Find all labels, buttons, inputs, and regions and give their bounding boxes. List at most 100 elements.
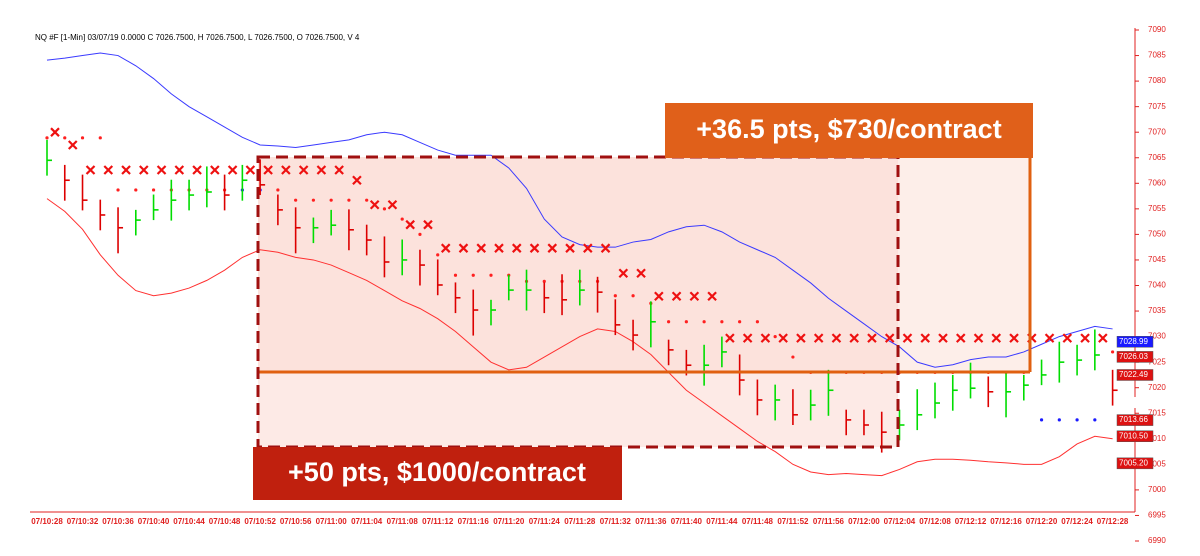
x-marker (369, 199, 380, 210)
x-tick-label: 07/12:04 (884, 517, 916, 526)
x-marker (174, 165, 185, 175)
x-marker (494, 243, 504, 253)
y-tick-label: 7080 (1148, 76, 1166, 85)
x-marker (121, 165, 131, 175)
x-tick-label: 07/11:16 (458, 517, 490, 526)
price-tag-label: 7028.99 (1119, 337, 1148, 346)
header: NQ #F [1-Min] 03/07/19 0.0000 C 7026.750… (35, 33, 360, 42)
y-tick-label: 7000 (1148, 485, 1166, 494)
x-marker (192, 165, 202, 175)
x-marker (298, 165, 309, 175)
y-tick-label: 6995 (1148, 511, 1166, 520)
sar-dot (720, 320, 724, 324)
x-tick-label: 07/11:12 (422, 517, 454, 526)
x-marker (50, 127, 60, 137)
x-marker (334, 165, 344, 175)
price-tag-label: 7022.49 (1119, 370, 1148, 379)
y-tick-label: 7060 (1148, 178, 1166, 187)
sar-dot (98, 136, 102, 140)
x-marker (316, 165, 327, 175)
x-marker (867, 333, 877, 343)
sar-dot (791, 355, 795, 359)
x-tick-label: 07/10:40 (138, 517, 170, 526)
x-marker (156, 165, 167, 175)
x-marker (671, 291, 682, 302)
x-tick-label: 07/11:20 (493, 517, 525, 526)
annotation: +50 pts, $1000/contract (288, 457, 586, 487)
sar-dot (151, 188, 156, 192)
sar-dot (347, 198, 351, 202)
x-marker (636, 268, 646, 279)
x-marker (565, 243, 575, 253)
x-marker (707, 291, 717, 302)
sar-dot (116, 188, 120, 192)
sar-dot (738, 320, 742, 324)
price-tag-label: 7026.03 (1119, 352, 1148, 361)
x-tick-label: 07/12:12 (955, 517, 987, 526)
sar-dot (542, 279, 546, 284)
y-tick-label: 7050 (1148, 230, 1166, 239)
x-marker (600, 243, 611, 253)
sar-dot (134, 188, 138, 192)
x-tick-label: 07/11:44 (706, 517, 738, 526)
sar-dot (702, 320, 706, 324)
x-marker (583, 243, 593, 253)
y-tick-label: 7070 (1148, 127, 1166, 136)
band (46, 52, 1113, 368)
x-marker (85, 165, 96, 175)
x-marker (831, 333, 842, 343)
x-marker (1062, 333, 1073, 343)
y-tick-label: 7035 (1148, 306, 1166, 315)
x-tick-label: 07/11:40 (671, 517, 703, 526)
profit-zone-2 (258, 157, 898, 447)
annotation-box (253, 447, 622, 500)
sar-dot (311, 198, 315, 202)
x-marker (938, 333, 948, 343)
x-marker (778, 333, 788, 343)
price-tag (1116, 351, 1154, 363)
sar-dot (773, 335, 777, 339)
x-tick-label: 07/10:36 (102, 517, 134, 526)
x-tick-label: 07/11:52 (777, 517, 809, 526)
price-tag (1116, 430, 1154, 442)
x-tick-label: 07/11:00 (316, 517, 348, 526)
x-marker (654, 291, 664, 302)
sar-dot (1039, 418, 1044, 422)
price-tag-label: 7013.66 (1119, 415, 1148, 424)
y-tick-label: 7085 (1148, 51, 1166, 60)
x-marker (458, 243, 469, 253)
sar-dot (755, 320, 760, 324)
price-tag-label: 7010.50 (1119, 431, 1148, 440)
x-marker (103, 165, 114, 175)
sar-dot (45, 136, 49, 140)
y-tick-label: 7025 (1148, 357, 1166, 366)
x-marker (1080, 333, 1090, 343)
x-marker (973, 333, 984, 343)
x-tick-label: 07/11:24 (529, 517, 561, 526)
x-marker (245, 165, 256, 175)
sar-dot (418, 232, 422, 236)
x-tick-label: 07/11:04 (351, 517, 383, 526)
x-marker (955, 333, 966, 343)
x-marker (263, 165, 273, 175)
x-marker (352, 175, 362, 186)
x-marker (1009, 333, 1019, 343)
y-tick-label: 7010 (1148, 434, 1166, 443)
sar-dot (631, 294, 635, 298)
x-marker (440, 243, 451, 253)
x-tick-label: 07/11:32 (600, 517, 632, 526)
x-marker (849, 333, 859, 343)
sar-dot (1057, 418, 1061, 422)
sar-dot (453, 273, 458, 277)
sar-dot (80, 136, 85, 140)
y-tick-label: 7040 (1148, 281, 1166, 290)
x-tick-label: 07/12:00 (848, 517, 880, 526)
annotation: +36.5 pts, $730/contract (696, 114, 1001, 144)
x-marker (760, 333, 771, 343)
x-tick-label: 07/10:56 (280, 517, 312, 526)
x-tick-label: 07/11:28 (564, 517, 596, 526)
sar-dot (329, 198, 333, 202)
y-tick-label: 7045 (1148, 255, 1166, 264)
price-tag (1116, 414, 1154, 426)
